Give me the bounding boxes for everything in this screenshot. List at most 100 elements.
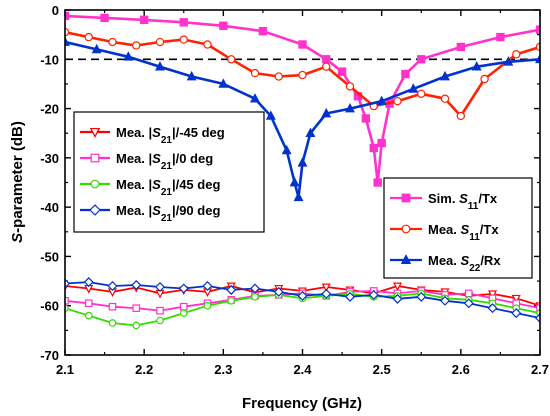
data-point bbox=[440, 94, 450, 103]
data-point bbox=[439, 295, 451, 306]
legend-item: Mea. |S21|/45 deg bbox=[80, 177, 220, 198]
data-point bbox=[401, 69, 410, 79]
data-point bbox=[202, 280, 213, 292]
data-point bbox=[512, 50, 521, 59]
data-point bbox=[289, 176, 300, 187]
data-point bbox=[91, 43, 102, 54]
legend-item: Sim. S11/Tx bbox=[390, 191, 498, 212]
x-tick-label: 2.2 bbox=[135, 362, 153, 377]
data-point bbox=[265, 110, 276, 120]
legend-item: Mea. |S21|/90 deg bbox=[80, 203, 220, 224]
data-point bbox=[226, 284, 237, 295]
y-tick-label: -70 bbox=[40, 348, 59, 363]
data-point bbox=[139, 15, 149, 25]
data-point bbox=[65, 278, 71, 289]
legend-right: Sim. S11/Tx Mea. S11/Tx Mea. S22/Rx bbox=[383, 177, 533, 279]
data-point bbox=[218, 78, 229, 88]
data-point bbox=[344, 291, 356, 302]
y-tick-label: -10 bbox=[40, 52, 59, 67]
x-tick-label: 2.4 bbox=[293, 362, 312, 377]
y-tick-labels: 0 -10 -20 -30 -40 -50 -60 -70 bbox=[40, 3, 59, 363]
data-point bbox=[108, 319, 117, 327]
data-point bbox=[273, 286, 284, 297]
data-point bbox=[123, 51, 134, 61]
y-axis-title-text: -parameter (dB) bbox=[9, 121, 26, 233]
data-point bbox=[440, 70, 450, 81]
data-point bbox=[321, 288, 332, 299]
data-point bbox=[322, 62, 331, 71]
y-tick-label: -30 bbox=[40, 151, 59, 166]
data-point bbox=[298, 70, 307, 80]
data-point bbox=[186, 70, 197, 81]
data-point bbox=[132, 321, 141, 330]
data-point bbox=[456, 111, 466, 121]
plot-frame bbox=[64, 9, 541, 356]
data-point bbox=[503, 56, 514, 66]
data-point bbox=[487, 290, 498, 300]
data-point bbox=[297, 290, 308, 301]
data-point bbox=[471, 61, 482, 71]
data-point bbox=[65, 36, 70, 46]
data-point bbox=[203, 40, 212, 49]
data-point bbox=[84, 311, 93, 320]
legend-item: Mea. |S21|/-45 deg bbox=[80, 125, 225, 146]
data-point bbox=[417, 55, 426, 64]
data-point bbox=[463, 298, 474, 309]
data-point bbox=[178, 283, 189, 294]
legend-label: Mea. S11/Tx bbox=[428, 222, 499, 243]
x-axis-title: Frequency (GHz) bbox=[242, 395, 362, 412]
data-point bbox=[293, 191, 304, 202]
legend-label: Mea. |S21|/90 deg bbox=[116, 203, 220, 224]
data-point bbox=[534, 313, 540, 324]
x-tick-label: 2.7 bbox=[531, 362, 549, 377]
data-point bbox=[511, 294, 521, 304]
data-point bbox=[227, 55, 236, 64]
data-point bbox=[179, 302, 188, 311]
data-point bbox=[155, 37, 165, 47]
data-point bbox=[108, 302, 117, 311]
data-point bbox=[511, 308, 522, 319]
data-point bbox=[392, 282, 403, 292]
data-point bbox=[156, 306, 164, 315]
data-point bbox=[107, 280, 118, 292]
y-tick-label: -40 bbox=[40, 200, 59, 215]
x-tick-label: 2.5 bbox=[373, 362, 391, 377]
x-tick-label: 2.1 bbox=[56, 362, 74, 377]
data-point bbox=[368, 289, 379, 300]
data-point bbox=[297, 157, 308, 167]
data-point bbox=[480, 74, 489, 84]
series-2 bbox=[65, 36, 540, 202]
legend-label: Sim. S11/Tx bbox=[428, 191, 498, 212]
data-point bbox=[250, 68, 260, 78]
legend-item: Mea. S11/Tx bbox=[390, 222, 499, 243]
y-axis-title: S-parameter (dB) bbox=[9, 121, 26, 243]
data-point bbox=[373, 178, 382, 187]
data-point bbox=[155, 61, 165, 71]
legend-label: Mea. S22/Rx bbox=[428, 253, 501, 274]
data-point bbox=[131, 280, 142, 291]
y-axis-title-symbol: S bbox=[9, 233, 26, 243]
legend-swatch-marker bbox=[401, 193, 411, 203]
data-point bbox=[83, 277, 94, 288]
data-point bbox=[535, 42, 540, 52]
legend-label: Mea. |S21|/-45 deg bbox=[116, 125, 225, 146]
y-tick-label: -20 bbox=[40, 102, 59, 117]
data-point bbox=[345, 82, 355, 91]
x-tick-label: 2.6 bbox=[452, 362, 470, 377]
data-point bbox=[179, 309, 188, 317]
data-point bbox=[321, 107, 332, 118]
data-point bbox=[417, 89, 426, 98]
legend-swatch-marker bbox=[90, 153, 100, 163]
data-point bbox=[345, 102, 355, 113]
data-point bbox=[154, 281, 166, 292]
data-point bbox=[132, 304, 141, 312]
data-point bbox=[464, 289, 473, 298]
legend-item: Mea. S22/Rx bbox=[390, 253, 501, 274]
data-point bbox=[281, 144, 292, 155]
data-point bbox=[84, 299, 93, 308]
data-point bbox=[393, 96, 402, 106]
data-point bbox=[496, 32, 505, 42]
data-point bbox=[408, 83, 419, 93]
data-point bbox=[456, 42, 466, 52]
